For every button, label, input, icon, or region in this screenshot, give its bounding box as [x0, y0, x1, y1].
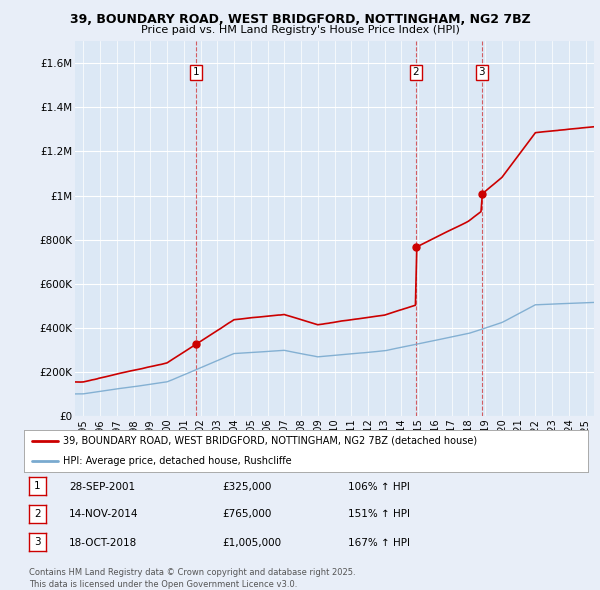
Text: £325,000: £325,000 — [222, 482, 271, 491]
Text: Price paid vs. HM Land Registry's House Price Index (HPI): Price paid vs. HM Land Registry's House … — [140, 25, 460, 35]
Text: 3: 3 — [34, 537, 41, 547]
Text: 39, BOUNDARY ROAD, WEST BRIDGFORD, NOTTINGHAM, NG2 7BZ: 39, BOUNDARY ROAD, WEST BRIDGFORD, NOTTI… — [70, 13, 530, 26]
Text: 14-NOV-2014: 14-NOV-2014 — [69, 510, 139, 519]
Text: 28-SEP-2001: 28-SEP-2001 — [69, 482, 135, 491]
Text: £765,000: £765,000 — [222, 510, 271, 519]
Text: 1: 1 — [34, 481, 41, 491]
Text: 151% ↑ HPI: 151% ↑ HPI — [348, 510, 410, 519]
Text: 106% ↑ HPI: 106% ↑ HPI — [348, 482, 410, 491]
Text: £1,005,000: £1,005,000 — [222, 538, 281, 548]
Text: 3: 3 — [478, 67, 485, 77]
Text: HPI: Average price, detached house, Rushcliffe: HPI: Average price, detached house, Rush… — [64, 455, 292, 466]
Text: 167% ↑ HPI: 167% ↑ HPI — [348, 538, 410, 548]
Text: 39, BOUNDARY ROAD, WEST BRIDGFORD, NOTTINGHAM, NG2 7BZ (detached house): 39, BOUNDARY ROAD, WEST BRIDGFORD, NOTTI… — [64, 436, 478, 446]
Text: 1: 1 — [193, 67, 200, 77]
Text: 2: 2 — [413, 67, 419, 77]
Text: Contains HM Land Registry data © Crown copyright and database right 2025.
This d: Contains HM Land Registry data © Crown c… — [29, 568, 355, 589]
Text: 18-OCT-2018: 18-OCT-2018 — [69, 538, 137, 548]
Text: 2: 2 — [34, 509, 41, 519]
